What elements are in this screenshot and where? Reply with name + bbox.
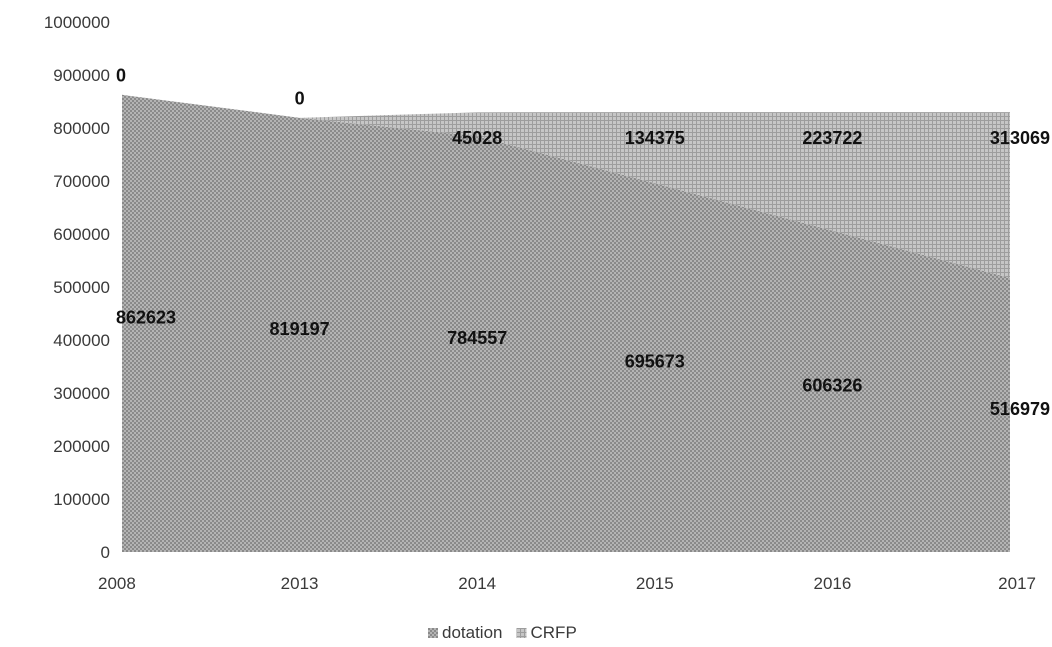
- data-label-crfp: 45028: [452, 128, 502, 148]
- x-axis: 2008 2013 2014 2015 2016 2017: [98, 574, 1036, 593]
- area-series-dotation: [122, 94, 1010, 552]
- data-label-dotation: 606326: [802, 375, 862, 395]
- data-labels: 862623 819197 784557 695673 606326 516979 0 0 45…: [116, 66, 1050, 419]
- x-tick-label: 2015: [636, 574, 674, 593]
- data-label-dotation: 695673: [625, 352, 685, 372]
- x-tick-label: 2016: [813, 574, 851, 593]
- plot-area: [122, 94, 1010, 552]
- y-tick-label: 700000: [53, 172, 110, 191]
- legend-swatch: [516, 628, 527, 638]
- x-tick-label: 2017: [998, 574, 1036, 593]
- x-tick-label: 2008: [98, 574, 136, 593]
- y-tick-label: 300000: [53, 384, 110, 403]
- y-tick-label: 1000000: [44, 13, 110, 32]
- data-label-crfp: 134375: [625, 128, 685, 148]
- y-tick-label: 500000: [53, 278, 110, 297]
- y-tick-label: 100000: [53, 490, 110, 509]
- legend-label: dotation: [442, 623, 503, 642]
- y-tick-label: 800000: [53, 119, 110, 138]
- y-tick-label: 600000: [53, 225, 110, 244]
- data-label-crfp: 0: [295, 89, 305, 109]
- x-tick-label: 2014: [458, 574, 496, 593]
- data-label-crfp: 313069: [990, 128, 1050, 148]
- data-label-dotation: 516979: [990, 399, 1050, 419]
- legend-label: CRFP: [531, 623, 577, 642]
- data-label-crfp: 223722: [802, 128, 862, 148]
- y-tick-label: 0: [101, 543, 110, 562]
- data-label-dotation: 862623: [116, 307, 176, 327]
- y-axis: 0 100000 200000 300000 400000 500000 600000 700…: [44, 13, 110, 562]
- data-label-crfp: 0: [116, 66, 126, 86]
- legend-swatch: [428, 628, 438, 638]
- y-tick-label: 900000: [53, 66, 110, 85]
- data-label-dotation: 819197: [270, 319, 330, 339]
- legend: dotation CRFP: [428, 623, 577, 642]
- area-series-crfp: [122, 94, 1010, 279]
- y-tick-label: 200000: [53, 437, 110, 456]
- data-label-dotation: 784557: [447, 328, 507, 348]
- y-tick-label: 400000: [53, 331, 110, 350]
- x-tick-label: 2013: [281, 574, 319, 593]
